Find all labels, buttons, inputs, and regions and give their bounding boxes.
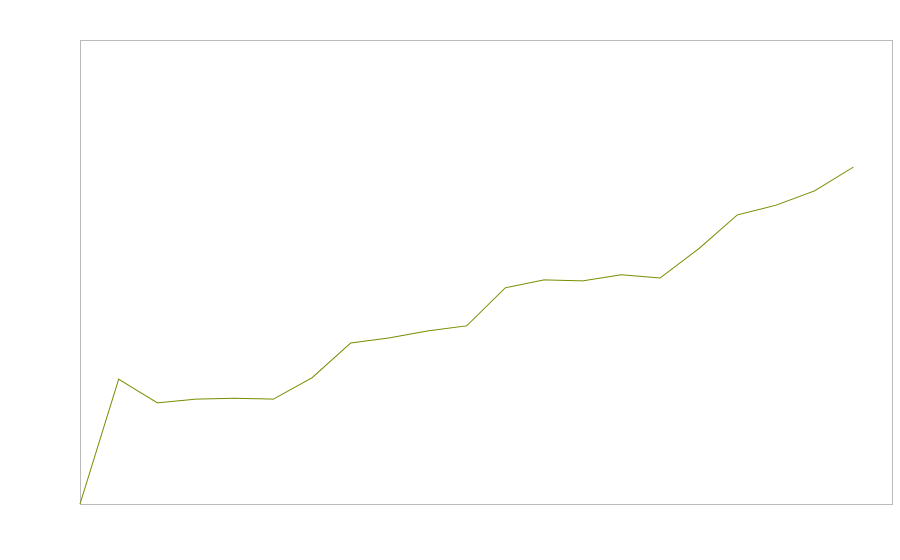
series-group xyxy=(79,166,854,505)
series-line-0 xyxy=(79,166,854,505)
plot-frame xyxy=(80,40,893,505)
